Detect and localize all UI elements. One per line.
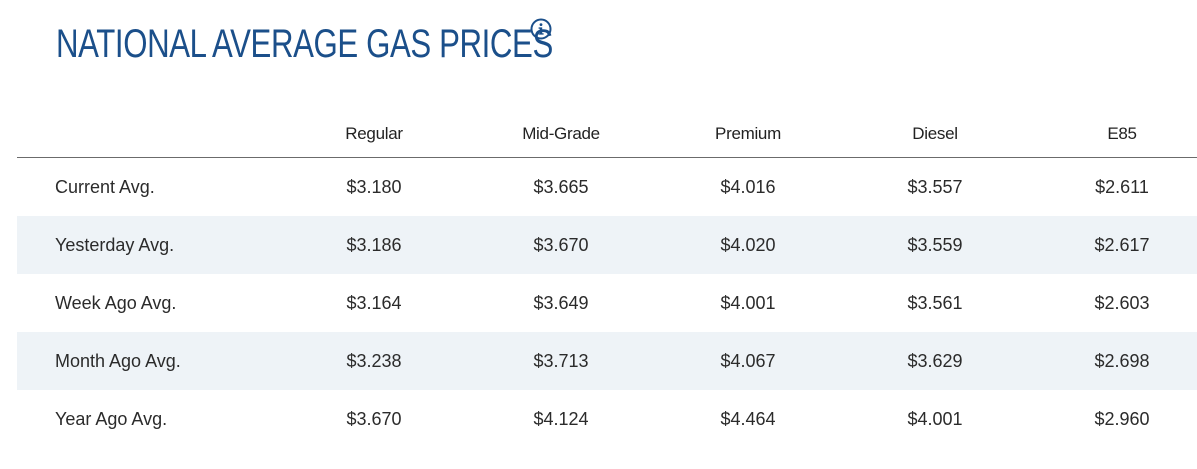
price-cell: $3.713 bbox=[533, 351, 589, 371]
row-label: Month Ago Avg. bbox=[55, 351, 181, 371]
price-cell: $2.611 bbox=[1095, 177, 1149, 197]
info-icon[interactable] bbox=[530, 18, 552, 40]
table-row: Week Ago Avg. $3.164 $3.649 $4.001 $3.56… bbox=[17, 274, 1197, 332]
column-header-diesel: Diesel bbox=[912, 124, 958, 143]
row-label: Week Ago Avg. bbox=[55, 293, 177, 313]
price-cell: $3.180 bbox=[346, 177, 402, 197]
price-cell: $4.067 bbox=[720, 351, 776, 371]
price-cell: $4.464 bbox=[720, 409, 776, 429]
price-cell: $2.617 bbox=[1094, 235, 1150, 255]
price-cell: $3.238 bbox=[346, 351, 402, 371]
table-row: Yesterday Avg. $3.186 $3.670 $4.020 $3.5… bbox=[17, 216, 1197, 274]
price-cell: $2.698 bbox=[1094, 351, 1150, 371]
table-header-row: Regular Mid-Grade Premium Diesel E85 bbox=[17, 113, 1197, 158]
price-cell: $3.559 bbox=[907, 235, 963, 255]
price-cell: $3.670 bbox=[533, 235, 589, 255]
price-cell: $3.629 bbox=[907, 351, 963, 371]
price-cell: $3.557 bbox=[907, 177, 963, 197]
price-cell: $4.124 bbox=[533, 409, 589, 429]
price-cell: $4.016 bbox=[720, 177, 776, 197]
price-cell: $4.001 bbox=[720, 293, 776, 313]
table-row: Month Ago Avg. $3.238 $3.713 $4.067 $3.6… bbox=[17, 332, 1197, 390]
price-cell: $3.649 bbox=[533, 293, 589, 313]
column-header-e85: E85 bbox=[1107, 124, 1137, 143]
price-cell: $3.186 bbox=[346, 235, 402, 255]
gas-prices-table: Regular Mid-Grade Premium Diesel E85 Cur… bbox=[17, 113, 1197, 448]
price-cell: $4.001 bbox=[907, 409, 963, 429]
table-row: Year Ago Avg. $3.670 $4.124 $4.464 $4.00… bbox=[17, 390, 1197, 448]
price-cell: $3.670 bbox=[346, 409, 402, 429]
price-cell: $3.561 bbox=[907, 293, 963, 313]
column-header-premium: Premium bbox=[715, 124, 781, 143]
page-header: NATIONAL AVERAGE GAS PRICES bbox=[56, 14, 693, 74]
price-cell: $2.603 bbox=[1094, 293, 1150, 313]
price-cell: $3.665 bbox=[533, 177, 589, 197]
column-header-mid-grade: Mid-Grade bbox=[522, 124, 600, 143]
page-title: NATIONAL AVERAGE GAS PRICES bbox=[56, 22, 553, 66]
price-cell: $4.020 bbox=[720, 235, 776, 255]
price-cell: $3.164 bbox=[346, 293, 402, 313]
row-label: Year Ago Avg. bbox=[55, 409, 168, 429]
column-header-regular: Regular bbox=[345, 124, 403, 143]
price-cell: $2.960 bbox=[1094, 409, 1150, 429]
row-label: Yesterday Avg. bbox=[55, 235, 175, 255]
table-row: Current Avg. $3.180 $3.665 $4.016 $3.557… bbox=[17, 158, 1197, 216]
row-label: Current Avg. bbox=[55, 177, 155, 197]
